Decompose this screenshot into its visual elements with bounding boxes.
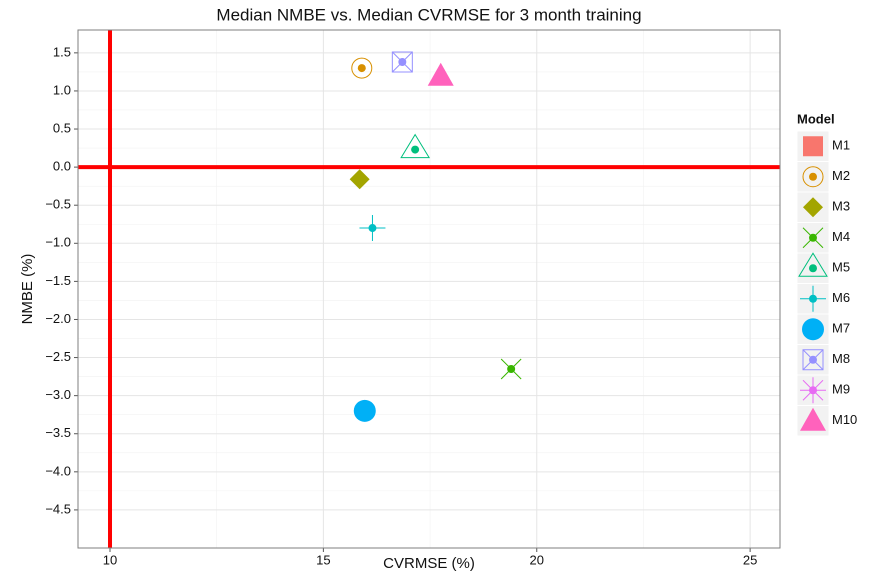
y-tick-label: −4.0 [45, 463, 71, 478]
legend-label: M1 [832, 138, 850, 153]
marker-dot [809, 264, 817, 273]
marker-dot [368, 224, 377, 233]
legend-label: M9 [832, 382, 850, 397]
point [427, 62, 454, 86]
marker-shape [349, 169, 370, 190]
marker-dot [809, 294, 817, 303]
marker-shape [802, 166, 824, 188]
marker-line [400, 133, 431, 159]
legend-label: M2 [832, 168, 850, 183]
y-tick-label: −1.5 [45, 273, 71, 288]
marker-dot [411, 145, 420, 154]
marker-dot [357, 64, 366, 73]
x-tick-label: 20 [530, 552, 544, 567]
marker-shape [803, 136, 823, 157]
marker-dot [809, 172, 817, 181]
marker-shape [802, 318, 824, 341]
y-tick-label: −2.0 [45, 311, 71, 326]
marker-dot [809, 386, 817, 395]
y-tick-label: 1.0 [53, 82, 71, 97]
legend-label: M10 [832, 412, 857, 427]
point [391, 51, 413, 73]
marker-shape [427, 62, 454, 86]
plot-border [77, 29, 781, 549]
legend-marker [803, 197, 823, 218]
legend-marker [802, 166, 824, 188]
y-axis-title: NMBE (%) [19, 254, 36, 325]
y-tick-label: −3.5 [45, 425, 71, 440]
x-axis-title: CVRMSE (%) [383, 555, 475, 572]
marker-dot [507, 364, 516, 373]
marker-shape [351, 57, 373, 79]
legend-label: M7 [832, 321, 850, 336]
legend-marker [802, 318, 824, 341]
legend-marker [800, 407, 826, 431]
legend-marker [800, 285, 826, 312]
point [359, 215, 386, 242]
marker-dot [809, 233, 817, 242]
point [351, 57, 373, 79]
legend-title: Model [797, 111, 835, 126]
marker-line [798, 252, 828, 277]
marker-dot [398, 57, 407, 66]
y-tick-label: −3.0 [45, 387, 71, 402]
legend-marker [802, 227, 824, 249]
y-tick-label: −0.5 [45, 197, 71, 212]
marker-shape [353, 399, 376, 422]
legend-label: M3 [832, 199, 850, 214]
legend-label: M4 [832, 229, 850, 244]
legend-label: M8 [832, 351, 850, 366]
x-tick-label: 10 [103, 552, 117, 567]
y-tick-label: −2.5 [45, 349, 71, 364]
point [349, 169, 370, 190]
point [353, 399, 376, 422]
marker-shape [803, 197, 823, 218]
marker-dot [809, 355, 817, 364]
plot-background [78, 30, 780, 548]
x-tick-label: 15 [316, 552, 330, 567]
chart-title: Median NMBE vs. Median CVRMSE for 3 mont… [216, 5, 641, 24]
point [400, 133, 431, 159]
legend-marker [800, 377, 826, 404]
y-tick-label: −4.5 [45, 501, 71, 516]
y-tick-label: −1.0 [45, 235, 71, 250]
marker-shape [800, 407, 826, 431]
legend-marker [802, 349, 824, 371]
y-tick-label: 0.5 [53, 120, 71, 135]
legend-label: M6 [832, 290, 850, 305]
y-tick-label: 1.5 [53, 44, 71, 59]
legend-marker [803, 136, 823, 157]
legend-marker [798, 252, 828, 277]
point [500, 358, 522, 380]
y-tick-label: 0.0 [53, 159, 71, 174]
x-tick-label: 25 [743, 552, 757, 567]
legend-label: M5 [832, 260, 850, 275]
